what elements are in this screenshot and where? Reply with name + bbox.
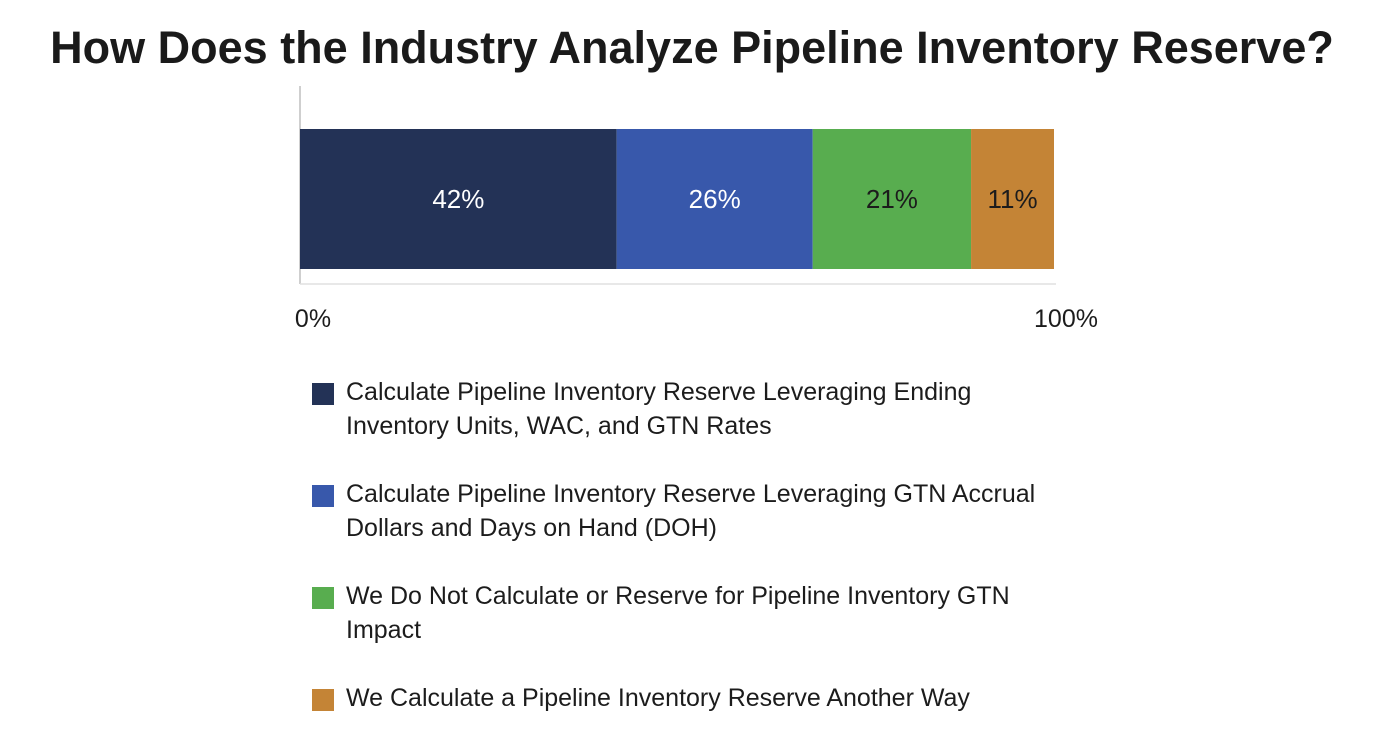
data-label-3: 21%: [866, 184, 918, 214]
legend-item-1: Calculate Pipeline Inventory Reserve Lev…: [312, 375, 1036, 443]
x-tick-label-2: 100%: [1034, 305, 1098, 333]
bar-segment-4: [971, 129, 1054, 269]
data-label-4: 11%: [987, 184, 1037, 214]
legend-item-3: We Do Not Calculate or Reserve for Pipel…: [312, 579, 1036, 647]
bar-segment-2: [616, 129, 813, 269]
x-tick-label-1: 0%: [295, 305, 331, 333]
bar-segment-3: [812, 129, 972, 269]
bar-segment-1: [300, 129, 617, 269]
legend-label: We Calculate a Pipeline Inventory Reserv…: [346, 684, 970, 712]
x-tick-labels: 0% 100%: [295, 305, 1098, 333]
data-label-1: 42%: [432, 184, 484, 214]
legend-item-4: We Calculate a Pipeline Inventory Reserv…: [312, 681, 1036, 715]
legend-item-2: Calculate Pipeline Inventory Reserve Lev…: [312, 477, 1036, 545]
legend-swatch: [312, 689, 334, 711]
chart-title: How Does the Industry Analyze Pipeline I…: [50, 22, 1334, 73]
legend-swatch: [312, 485, 334, 507]
legend-swatch: [312, 383, 334, 405]
legend-swatch: [312, 587, 334, 609]
legend-label: Calculate Pipeline Inventory Reserve Lev…: [346, 378, 972, 440]
legend-label: We Do Not Calculate or Reserve for Pipel…: [346, 582, 1010, 644]
legend-label: Calculate Pipeline Inventory Reserve Lev…: [346, 480, 1036, 542]
data-label-2: 26%: [689, 184, 741, 214]
bar-segments: 42% 26% 21% 11%: [300, 129, 1054, 269]
